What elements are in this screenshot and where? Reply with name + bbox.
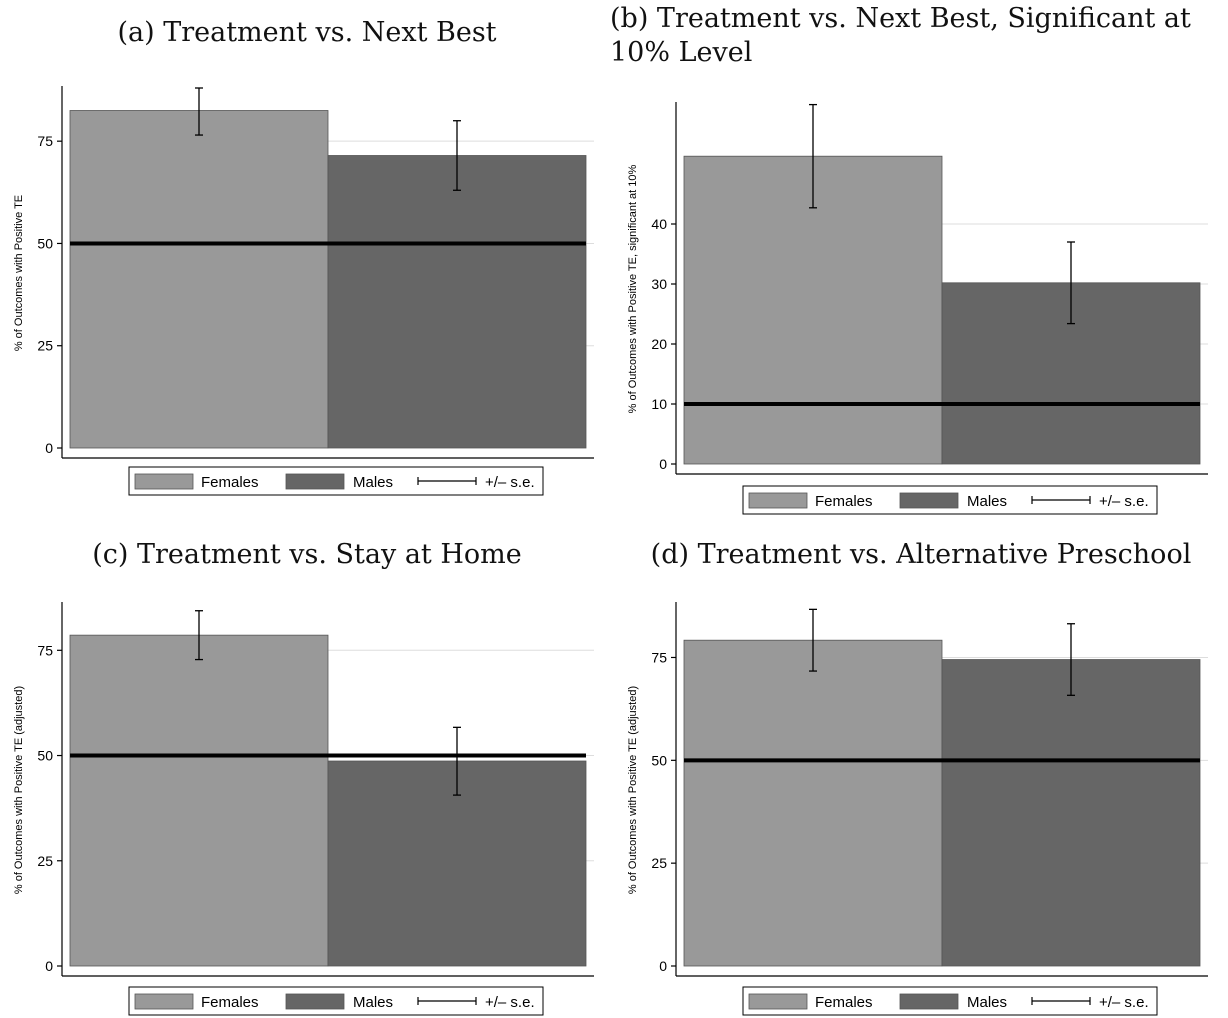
- chart-panel-c: 0 25 50 75 % of Outcomes with Positive TE (a…: [13, 602, 594, 1016]
- legend-swatch-males: [899, 492, 959, 509]
- legend-label-se: +/– s.e.: [485, 474, 535, 491]
- legend: Females Males +/– s.e.: [742, 485, 1158, 515]
- y-tick-label: 25: [651, 855, 667, 871]
- legend-label-se: +/– s.e.: [1099, 493, 1149, 510]
- y-tick-label: 75: [37, 642, 53, 658]
- legend-label-females: Females: [815, 493, 873, 510]
- y-tick-label: 30: [651, 276, 667, 292]
- chart-panel-a: 0 25 50 75 % of Outcomes with Positive TE Fem…: [13, 86, 594, 496]
- y-tick-label: 25: [37, 338, 53, 354]
- bar-males: [941, 659, 1201, 967]
- y-tick-label: 10: [651, 396, 667, 412]
- legend-swatch-females: [134, 993, 194, 1010]
- y-tick-label: 20: [651, 336, 667, 352]
- bar-females: [69, 634, 329, 967]
- y-tick-label: 50: [37, 235, 53, 251]
- y-axis-label: % of Outcomes with Positive TE (adjusted…: [627, 686, 639, 894]
- y-tick-label: 0: [659, 958, 667, 974]
- legend-label-se: +/– s.e.: [1099, 994, 1149, 1011]
- chart-panel-d: 0 25 50 75 % of Outcomes with Positive TE (a…: [627, 602, 1208, 1016]
- y-tick-label: 0: [659, 456, 667, 472]
- y-axis-label: % of Outcomes with Positive TE: [13, 195, 25, 351]
- y-tick-label: 50: [651, 752, 667, 768]
- y-tick-label: 40: [651, 216, 667, 232]
- legend-swatch-males: [899, 993, 959, 1010]
- legend-label-females: Females: [201, 994, 259, 1011]
- legend-swatch-females: [134, 473, 194, 490]
- legend-swatch-males: [285, 473, 345, 490]
- y-tick-label: 75: [37, 133, 53, 149]
- legend-swatch-males: [285, 993, 345, 1010]
- y-tick-label: 25: [37, 853, 53, 869]
- y-axis-label: % of Outcomes with Positive TE (adjusted…: [13, 686, 25, 894]
- legend-swatch-females: [748, 492, 808, 509]
- legend-label-females: Females: [201, 474, 259, 491]
- legend-label-males: Males: [353, 474, 393, 491]
- bar-females: [69, 110, 329, 449]
- y-tick-label: 75: [651, 649, 667, 665]
- legend-label-females: Females: [815, 994, 873, 1011]
- legend-swatch-females: [748, 993, 808, 1010]
- panel-b-caption: (b) Treatment vs. Next Best, Significant…: [610, 3, 1191, 68]
- bar-males: [327, 155, 587, 449]
- legend-label-se: +/– s.e.: [485, 994, 535, 1011]
- legend: Females Males +/– s.e.: [128, 986, 544, 1016]
- legend: Females Males +/– s.e.: [742, 986, 1158, 1016]
- panel-a-caption: (a) Treatment vs. Next Best: [117, 17, 497, 48]
- y-axis-label: % of Outcomes with Positive TE, signific…: [627, 164, 639, 413]
- panel-c-caption: (c) Treatment vs. Stay at Home: [92, 539, 522, 570]
- y-tick-label: 0: [45, 958, 53, 974]
- y-tick-label: 0: [45, 440, 53, 456]
- y-tick-label: 50: [37, 748, 53, 764]
- legend-label-males: Males: [967, 493, 1007, 510]
- panel-d-caption: (d) Treatment vs. Alternative Preschool: [650, 539, 1192, 570]
- legend-label-males: Males: [353, 994, 393, 1011]
- legend-label-males: Males: [967, 994, 1007, 1011]
- chart-panel-b: 0 10 20 30 40 % of Outcomes with Positive TE,…: [627, 102, 1208, 515]
- legend: Females Males +/– s.e.: [128, 466, 544, 496]
- bar-females: [683, 639, 943, 967]
